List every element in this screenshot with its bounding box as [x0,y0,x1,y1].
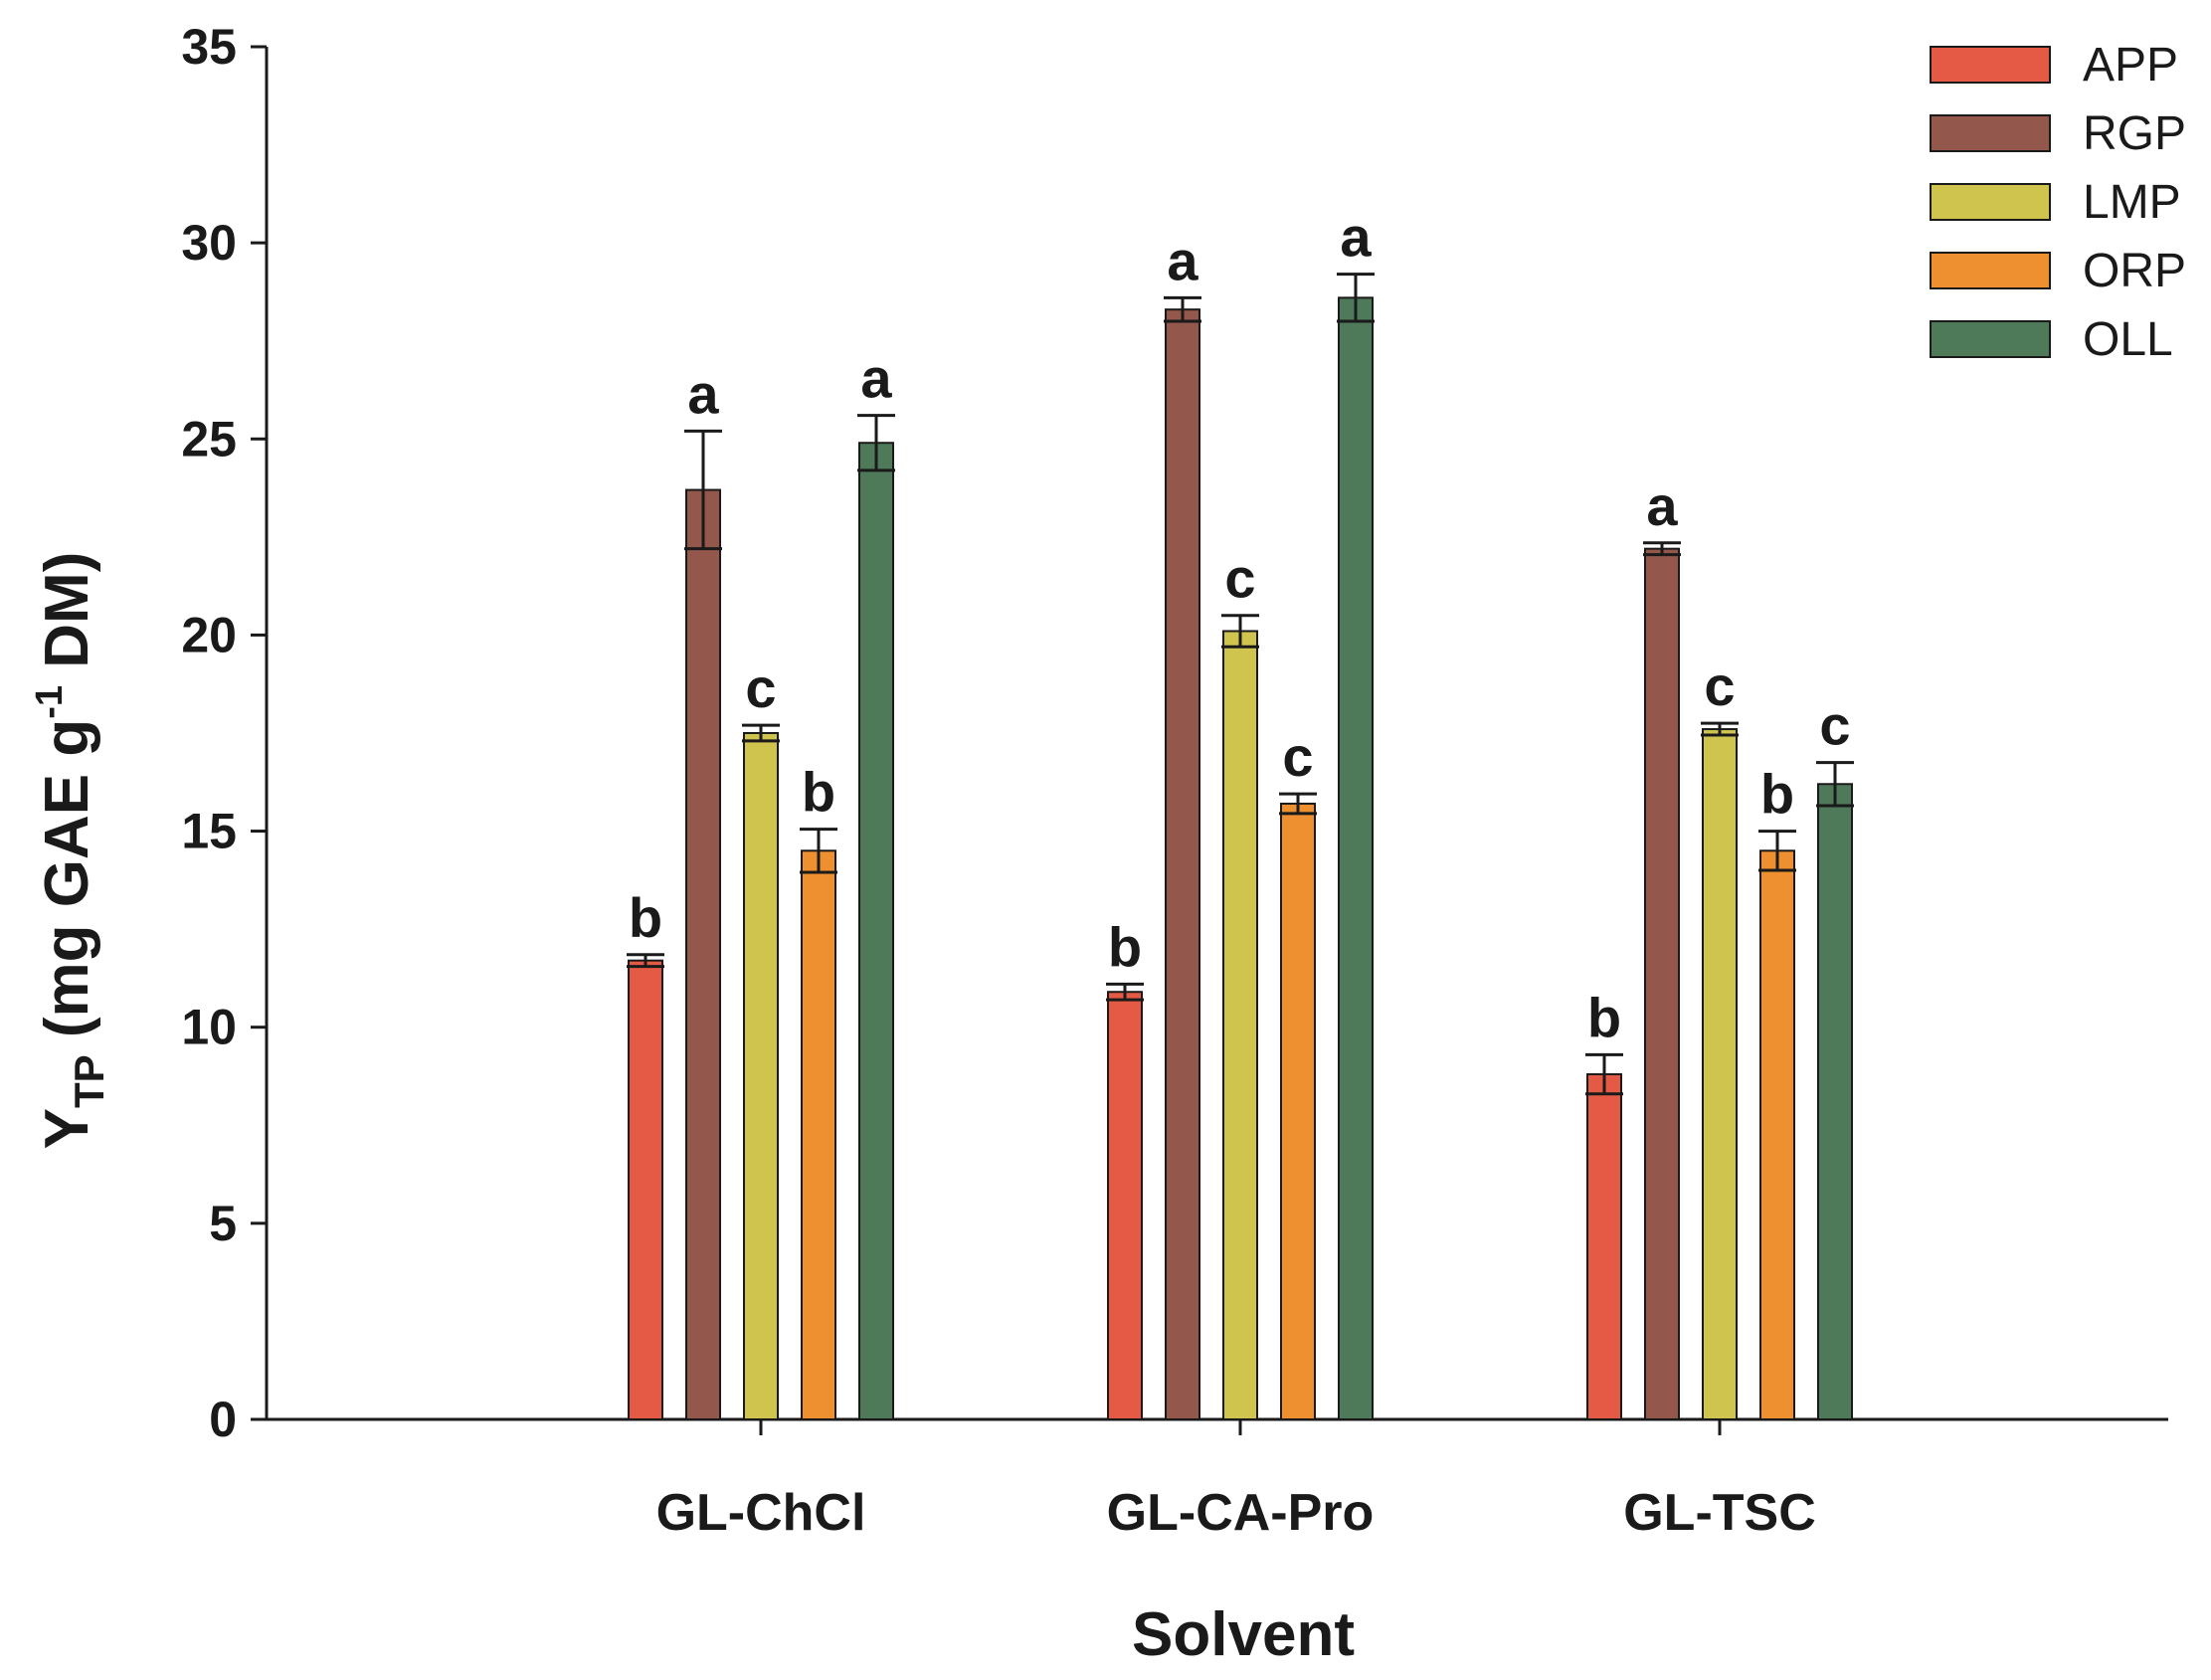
significance-letter: b [1108,915,1142,978]
bar-rgp [1644,547,1680,1420]
y-tick-label: 25 [181,411,237,467]
significance-letter: c [1282,725,1313,788]
significance-letter: b [1587,986,1621,1048]
bar-orp [801,849,836,1420]
bar-app [628,959,663,1421]
significance-letter: b [629,886,662,949]
legend-label-oll: OLL [2083,313,2173,366]
legend-label-app: APP [2083,39,2178,92]
legend-swatch-rgp [1930,114,2051,152]
bar-rgp [1165,308,1200,1421]
legend: APP RGP LMP ORP OLL [1930,39,2186,366]
y-tick-label: 30 [181,215,237,271]
x-tick-label: GL-CA-Pro [1107,1484,1375,1542]
legend-swatch-orp [1930,252,2051,289]
y-axis-title: YTP (mg GAE g-1 DM) [29,552,112,1150]
y-tick-label: 15 [181,804,237,859]
bars [628,296,1853,1421]
bar-oll [858,442,894,1420]
y-tick-label: 0 [209,1392,237,1447]
bar-lmp [743,732,779,1420]
error-bars [627,273,1854,1096]
significance-letter: a [1167,229,1198,291]
y-tick-label: 35 [181,19,237,75]
significance-letter: a [687,362,719,425]
significance-letter: a [860,347,892,410]
x-axis-title: Solvent [1132,1600,1355,1669]
significance-letter: c [1224,547,1255,610]
y-tick-label: 5 [209,1196,237,1251]
bar-orp [1280,802,1316,1420]
legend-swatch-app [1930,46,2051,84]
bar-oll [1817,783,1853,1420]
bar-oll [1338,296,1374,1420]
bar-app [1107,991,1143,1420]
x-tick-label: GL-ChCl [656,1484,866,1542]
legend-label-lmp: LMP [2083,176,2181,229]
legend-swatch-oll [1930,320,2051,358]
legend-swatch-lmp [1930,183,2051,221]
bar-lmp [1222,630,1258,1420]
y-tick-label: 20 [181,607,237,662]
x-tick-label: GL-TSC [1623,1484,1816,1542]
bar-app [1586,1073,1622,1420]
significance-letter: a [1340,206,1372,269]
bar-lmp [1702,728,1738,1420]
axes: 0 5 10 15 20 25 30 35 GL-ChCl GL-CA-Pro GL-TSC [181,19,2168,1542]
legend-label-orp: ORP [2083,245,2186,297]
significance-letter: b [1760,763,1794,826]
significance-letter: c [1704,654,1735,717]
significance-letter: b [802,761,835,824]
significance-letter: c [1819,694,1850,757]
bar-orp [1759,849,1795,1420]
bar-rgp [685,488,721,1420]
significance-letter: a [1646,474,1678,537]
significance-letter: c [745,656,776,719]
y-tick-label: 10 [181,1000,237,1055]
legend-label-rgp: RGP [2083,107,2186,160]
